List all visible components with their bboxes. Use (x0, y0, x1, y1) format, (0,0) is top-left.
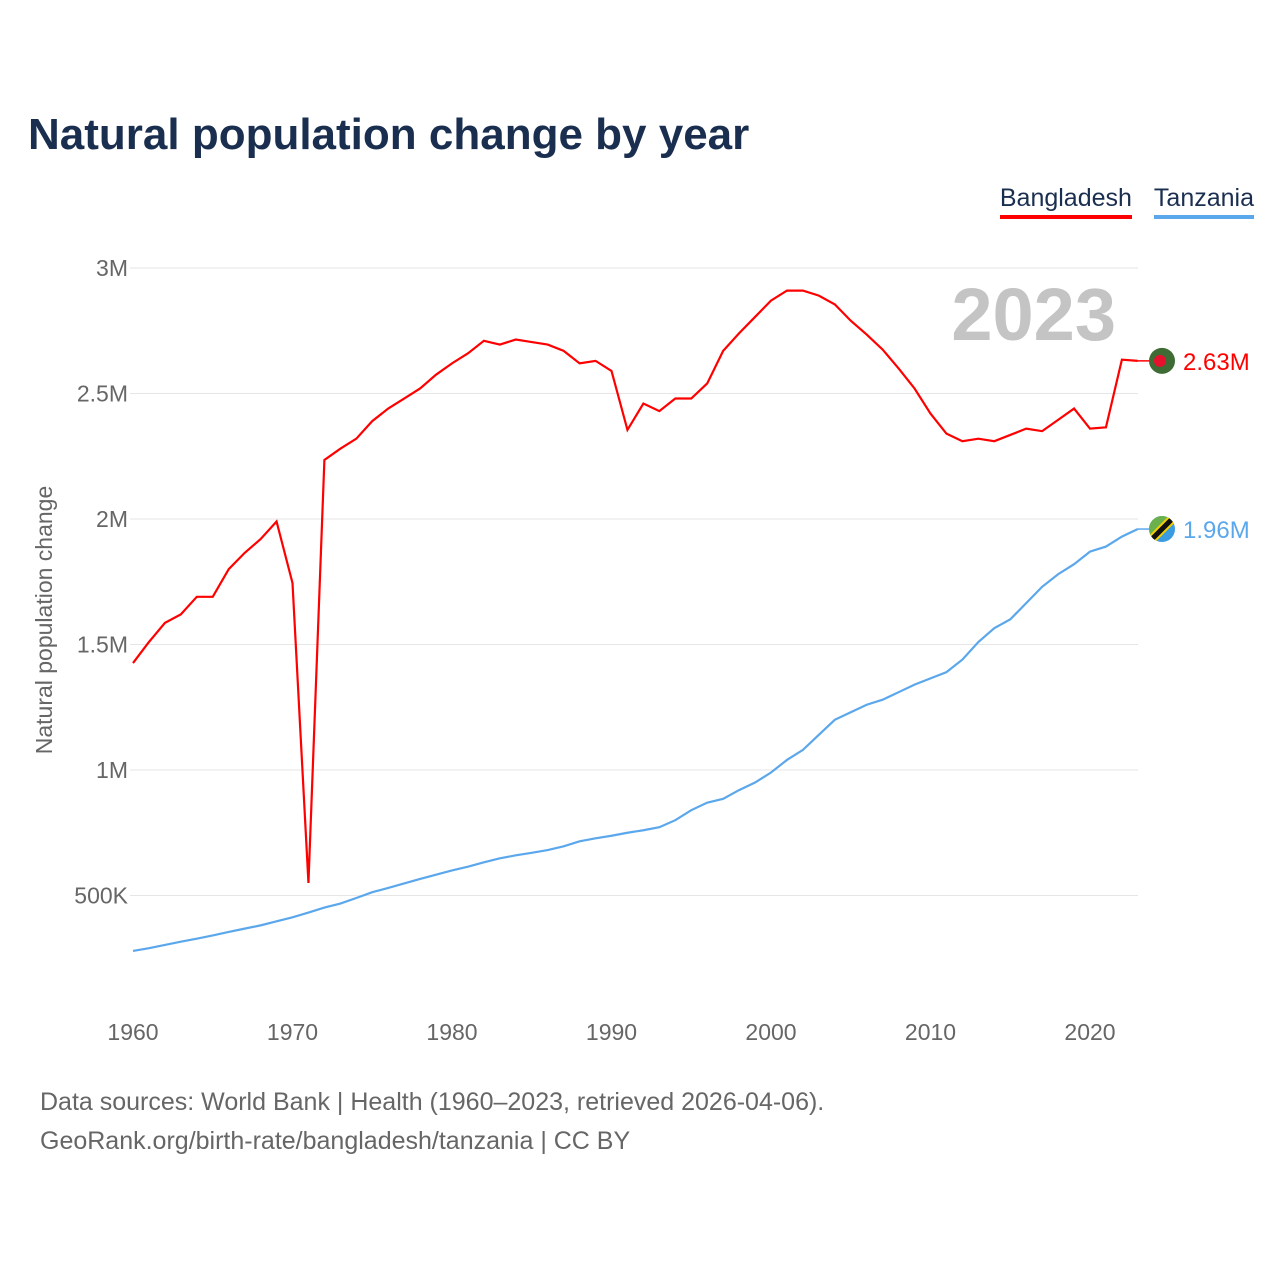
x-tick-label: 1960 (107, 1019, 158, 1045)
year-label: 2023 (951, 273, 1116, 356)
x-tick-label: 2010 (905, 1019, 956, 1045)
end-value-label: 2.63M (1183, 349, 1250, 376)
y-tick-label: 1M (96, 757, 128, 783)
footer-sources: Data sources: World Bank | Health (1960–… (40, 1088, 825, 1116)
y-tick-label: 2.5M (77, 381, 128, 407)
y-axis-label: Natural population change (31, 486, 57, 755)
end-value-label: 1.96M (1183, 517, 1250, 544)
x-tick-label: 1980 (426, 1019, 477, 1045)
x-tick-label: 2020 (1064, 1019, 1115, 1045)
bangladesh-flag-dot (1154, 354, 1166, 367)
y-tick-label: 2M (96, 506, 128, 532)
y-tick-label: 3M (96, 255, 128, 281)
chart-title: Natural population change by year (28, 110, 750, 159)
series-line-tanzania (132, 528, 1139, 953)
legend-bangladesh[interactable]: Bangladesh (999, 184, 1132, 219)
x-tick-label: 2000 (745, 1019, 796, 1045)
x-tick-label: 1970 (267, 1019, 318, 1045)
legend: Bangladesh Tanzania (999, 184, 1254, 219)
y-tick-label: 1.5M (77, 632, 128, 658)
footer-link[interactable]: GeoRank.org/birth-rate/bangladesh/tanzan… (40, 1127, 631, 1155)
x-tick-label: 1990 (586, 1019, 637, 1045)
y-tick-label: 500K (74, 883, 128, 909)
series-line-bangladesh (132, 289, 1138, 884)
legend-tanzania[interactable]: Tanzania (1153, 184, 1254, 219)
